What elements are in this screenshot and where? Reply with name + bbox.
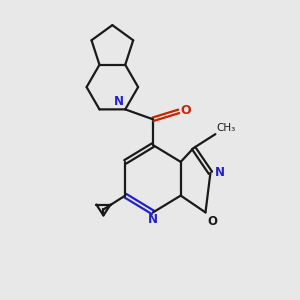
Text: CH₃: CH₃ [216, 123, 236, 133]
Text: O: O [208, 215, 218, 228]
Text: N: N [114, 95, 124, 108]
Text: O: O [181, 104, 191, 117]
Text: N: N [214, 166, 224, 179]
Text: N: N [148, 213, 158, 226]
